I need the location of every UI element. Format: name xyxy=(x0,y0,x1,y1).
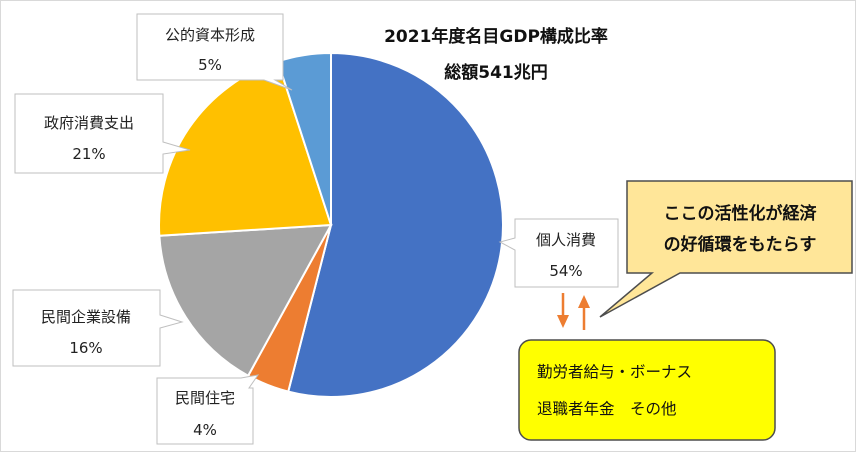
info-line-1: 勤労者給与・ボーナス xyxy=(537,363,692,381)
category-label-seifu-shohi-shishutsu: 政府消費支出 xyxy=(44,114,134,132)
income-info-box: 勤労者給与・ボーナス 退職者年金 その他 xyxy=(518,339,776,441)
info-line-2: 退職者年金 その他 xyxy=(537,400,677,418)
value-label-minkan-kigyo-setsubi: 16% xyxy=(69,339,102,357)
pie-slice-kojin-shohi xyxy=(287,51,504,398)
down-arrow-icon xyxy=(557,293,569,328)
data-label-minkan-kigyo-setsubi: 民間企業設備 16% xyxy=(12,289,184,367)
data-label-minkan-jutaku: 民間住宅 4% xyxy=(156,374,260,445)
data-label-seifu-shohi-shishutsu: 政府消費支出 21% xyxy=(14,93,191,174)
value-label-kojin-shohi: 54% xyxy=(549,262,582,280)
value-label-koteki-shihon-keisei: 5% xyxy=(198,56,222,74)
up-arrow-icon xyxy=(578,295,590,330)
category-label-minkan-jutaku: 民間住宅 xyxy=(175,389,235,407)
chart-title: 2021年度名目GDP構成比率 xyxy=(384,26,608,47)
annotation-line-2: の好循環をもたらす xyxy=(664,234,817,255)
data-label-kojin-shohi: 個人消費 54% xyxy=(498,218,619,288)
chart-subtitle: 総額541兆円 xyxy=(444,62,548,83)
category-label-kojin-shohi: 個人消費 xyxy=(536,231,596,249)
annotation-callout: ここの活性化が経済 の好循環をもたらす xyxy=(599,180,853,318)
pie-slices xyxy=(158,51,504,398)
value-label-seifu-shohi-shishutsu: 21% xyxy=(72,145,105,163)
annotation-line-1: ここの活性化が経済 xyxy=(664,203,818,224)
category-label-minkan-kigyo-setsubi: 民間企業設備 xyxy=(41,308,131,326)
data-label-koteki-shihon-keisei: 公的資本形成 5% xyxy=(136,13,293,91)
flow-arrows xyxy=(557,293,590,330)
value-label-minkan-jutaku: 4% xyxy=(193,421,217,439)
pie-slice-minkan-kigyo-setsubi xyxy=(158,223,333,378)
category-label-koteki-shihon-keisei: 公的資本形成 xyxy=(165,26,255,44)
